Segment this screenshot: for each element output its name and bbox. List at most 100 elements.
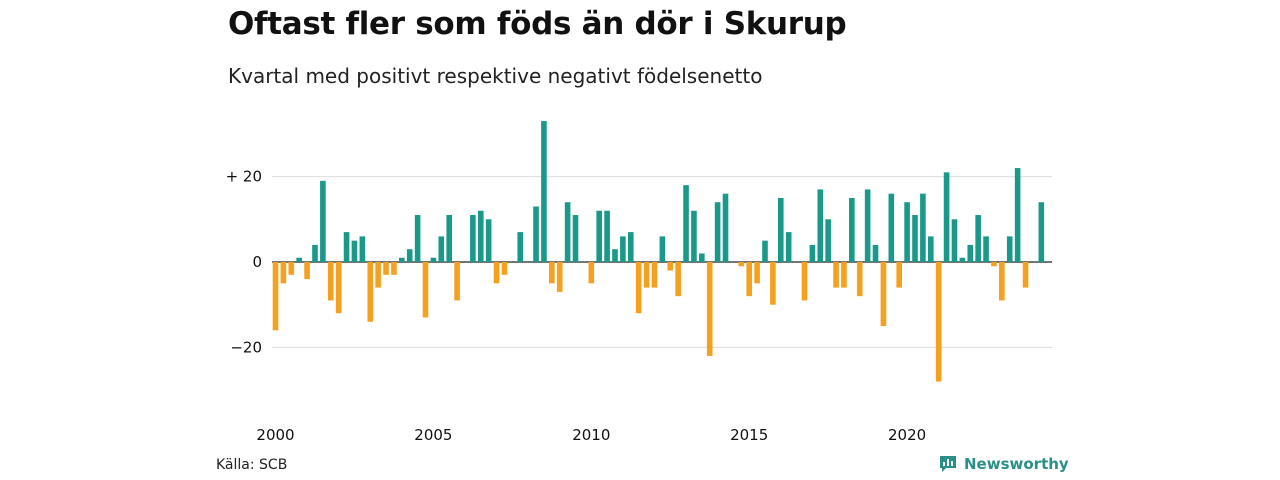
bar-2016Q2 [785, 232, 792, 262]
bar-2003Q4 [391, 262, 397, 275]
bar-2007Q4 [517, 232, 524, 262]
bar-2011Q2 [627, 232, 634, 262]
bar-2007Q1 [493, 262, 500, 284]
y-tick-label: 0 [252, 253, 262, 271]
bar-2002Q2 [343, 232, 350, 262]
bar-2013Q3 [699, 253, 705, 262]
bar-2020Q3 [920, 193, 926, 262]
bar-2019Q3 [888, 193, 895, 262]
bar-2007Q2 [501, 262, 508, 275]
bar-2022Q1 [967, 244, 974, 262]
bar-2014Q1 [714, 202, 721, 262]
bar-2006Q4 [485, 219, 492, 262]
bar-2011Q4 [643, 262, 650, 288]
bar-2010Q3 [604, 210, 610, 262]
newsworthy-logo-icon [940, 456, 956, 472]
bar-layer [272, 121, 1045, 382]
brand-name: Newsworthy [964, 455, 1069, 473]
bar-2019Q2 [880, 262, 887, 327]
bar-2023Q2 [1006, 236, 1013, 262]
bar-2021Q2 [943, 172, 950, 262]
bar-2000Q4 [296, 257, 302, 262]
bar-2021Q3 [951, 219, 958, 262]
bar-2023Q4 [1022, 262, 1029, 288]
bar-2009Q3 [572, 215, 579, 262]
bar-2011Q3 [635, 262, 642, 314]
x-tick-label: 2020 [888, 426, 926, 444]
bar-2009Q1 [556, 262, 563, 292]
bar-2015Q2 [754, 262, 760, 284]
bar-2018Q3 [856, 262, 863, 297]
bar-2000Q1 [272, 262, 279, 331]
bar-2003Q3 [383, 262, 389, 275]
bar-2011Q1 [620, 236, 626, 262]
bar-2019Q4 [896, 262, 902, 288]
brand-logo[interactable]: Newsworthy [938, 454, 1069, 474]
bar-2002Q1 [335, 262, 342, 314]
bar-2005Q1 [430, 257, 437, 262]
chart-title: Oftast fler som föds än dör i Skurup [228, 6, 847, 42]
bar-2013Q2 [691, 210, 697, 262]
bar-2004Q4 [422, 262, 429, 318]
bar-2010Q1 [588, 262, 595, 284]
bar-2015Q3 [762, 240, 768, 262]
bar-2017Q3 [825, 219, 831, 262]
bar-2018Q2 [849, 197, 855, 262]
bar-2022Q2 [975, 215, 981, 262]
bar-2008Q2 [533, 206, 539, 262]
bar-2004Q2 [406, 249, 413, 262]
bar-2017Q4 [833, 262, 839, 288]
bar-2001Q4 [327, 262, 334, 301]
bar-2020Q2 [912, 215, 918, 262]
bar-2013Q4 [706, 262, 713, 356]
bar-2016Q1 [777, 197, 784, 262]
x-tick-label: 2000 [256, 426, 294, 444]
bar-2017Q2 [817, 189, 824, 262]
bar-2006Q3 [477, 210, 484, 262]
bar-2022Q4 [991, 262, 997, 267]
bar-2023Q3 [1014, 168, 1021, 262]
y-axis-ticks: + 20 0 −20 [226, 168, 262, 357]
bar-2000Q3 [288, 262, 295, 275]
bar-2018Q1 [841, 262, 847, 288]
bar-2012Q1 [651, 262, 658, 288]
bar-2012Q3 [667, 262, 674, 271]
bar-2020Q4 [927, 236, 934, 262]
bar-2018Q4 [864, 189, 871, 262]
bar-2012Q2 [659, 236, 666, 262]
y-tick-label: −20 [230, 338, 262, 356]
bar-2000Q2 [280, 262, 287, 284]
bar-2019Q1 [872, 244, 879, 262]
bar-2003Q2 [375, 262, 381, 288]
bar-2017Q1 [809, 244, 816, 262]
x-tick-label: 2005 [414, 426, 452, 444]
bar-2010Q2 [596, 210, 602, 262]
bar-2016Q4 [801, 262, 808, 301]
bar-2015Q1 [746, 262, 752, 297]
bar-2013Q1 [683, 185, 689, 262]
bar-2012Q4 [675, 262, 681, 297]
bar-2021Q4 [959, 257, 966, 262]
x-tick-label: 2010 [572, 426, 610, 444]
bar-2022Q3 [983, 236, 989, 262]
bar-2015Q4 [770, 262, 776, 305]
bar-2014Q4 [738, 262, 745, 267]
bar-2010Q4 [612, 249, 618, 262]
bar-2001Q2 [312, 244, 318, 262]
bar-2003Q1 [367, 262, 374, 322]
x-axis-ticks: 2000 2005 2010 2015 2020 [256, 426, 926, 444]
bar-2008Q4 [549, 262, 555, 284]
bar-2001Q3 [320, 180, 326, 262]
chart-subtitle: Kvartal med positivt respektive negativt… [228, 64, 763, 88]
bar-2006Q2 [470, 215, 476, 262]
bar-2024Q2 [1038, 202, 1045, 262]
bar-2005Q2 [438, 236, 445, 262]
bar-2009Q2 [564, 202, 571, 262]
source-note: Källa: SCB [216, 457, 288, 473]
x-tick-label: 2015 [730, 426, 768, 444]
bar-2002Q4 [359, 236, 366, 262]
bar-2008Q3 [541, 121, 547, 262]
bar-2021Q1 [935, 262, 942, 382]
bar-2014Q2 [722, 193, 729, 262]
